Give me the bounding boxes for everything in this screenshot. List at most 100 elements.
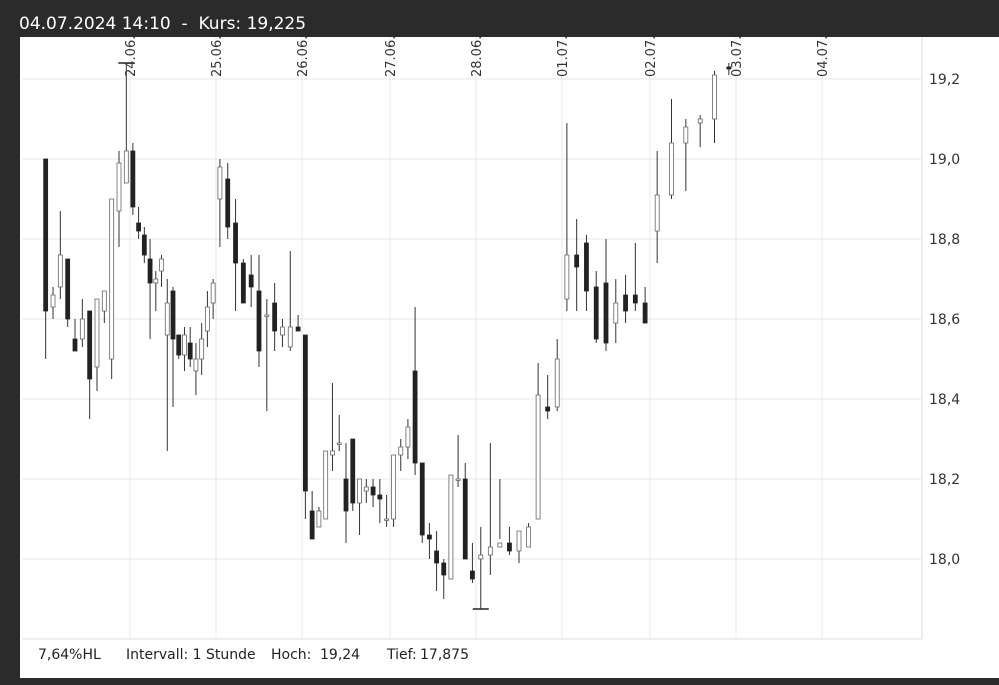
candle-body-down (545, 406, 551, 412)
candle-body-down (187, 342, 193, 360)
candle-body-up (516, 530, 522, 552)
candle-body-up (363, 486, 369, 492)
candle (726, 63, 732, 75)
candle-body-up (204, 306, 210, 332)
candle (43, 158, 49, 359)
candle-body-up (613, 302, 619, 324)
candle-body-down (233, 222, 238, 264)
candle (79, 299, 85, 347)
low-label: Tief: (387, 647, 417, 663)
candle (564, 123, 570, 311)
candle (535, 363, 541, 520)
high-value: 19,24 (320, 647, 361, 663)
candle (377, 479, 383, 523)
x-tick-label: 03.07. (730, 37, 745, 77)
candle (295, 315, 301, 332)
candle (384, 495, 390, 527)
candle (462, 463, 468, 560)
candle (170, 287, 176, 407)
range-percent: 7,64%HL (38, 647, 101, 663)
x-tick-label: 25.06. (210, 37, 225, 77)
interval-label: Intervall: 1 Stunde (126, 647, 256, 663)
candle (233, 199, 238, 311)
candle-body-down (470, 570, 475, 580)
candle-body-down (593, 286, 599, 340)
candle (210, 279, 216, 319)
chart-header: 04.07.2024 14:10 - Kurs: 19,225 (0, 0, 999, 37)
candle-body-up (109, 198, 115, 360)
candle-body-down (72, 338, 78, 352)
x-tick-label: 01.07. (556, 37, 571, 77)
candle (507, 527, 512, 555)
candle-body-up (123, 150, 129, 184)
candle-body-up (199, 338, 205, 360)
candlestick-chart[interactable]: 18,0 18,2 18,4 18,6 18,8 19,0 19,2 24.06. 25.06.… (20, 37, 999, 678)
header-quote: 04.07.2024 14:10 - Kurs: 19,225 (19, 14, 306, 34)
candle (470, 543, 475, 583)
candle (287, 251, 293, 351)
candle (448, 474, 454, 580)
candle-body-up (280, 326, 285, 336)
candle (336, 415, 342, 451)
candle-body-up (330, 450, 335, 456)
candle-body-down (343, 478, 349, 512)
candle (434, 531, 439, 591)
candle-body-up (164, 302, 170, 336)
candle-body-up (391, 454, 396, 520)
candle (164, 279, 170, 451)
candle-body-down (427, 534, 432, 540)
candle (101, 290, 107, 323)
candle-body-up (57, 254, 63, 288)
candle-body-up (455, 478, 461, 481)
candle (256, 255, 262, 367)
candle (419, 462, 425, 543)
candle-body-down (642, 302, 648, 324)
candle-body-up (193, 358, 199, 372)
candle-body-down (434, 550, 439, 564)
x-tick-label: 04.07. (816, 37, 831, 77)
candle-body-up (487, 546, 493, 556)
candles (43, 62, 732, 610)
candle (176, 334, 182, 359)
candle-body-up (336, 442, 342, 445)
candle (182, 327, 187, 371)
candle (123, 63, 129, 184)
candle (516, 530, 522, 563)
x-tick-label: 28.06. (470, 37, 485, 77)
candle (147, 239, 153, 339)
candle (350, 438, 356, 511)
candle-body-up (323, 450, 329, 520)
candle (280, 319, 285, 347)
header-datetime: 04.07.2024 14:10 (19, 14, 171, 34)
candle-body-up (50, 294, 56, 308)
candle (141, 227, 147, 263)
candle-body-up (316, 510, 322, 528)
y-tick-label: 19,2 (929, 72, 960, 88)
candle (487, 443, 493, 575)
candle-body-down (240, 262, 246, 304)
candle (545, 375, 551, 419)
candle-body-down (295, 326, 301, 332)
candle-body-down (603, 282, 609, 344)
y-tick-label: 18,6 (929, 312, 960, 328)
candle (526, 523, 531, 548)
candle (240, 259, 246, 304)
candle-body-up (669, 142, 674, 196)
candle-body-up (101, 290, 107, 312)
candle (248, 255, 254, 307)
high-label: Hoch: (271, 647, 312, 663)
candle-body-up (210, 282, 216, 304)
candle (574, 219, 580, 311)
chart-panel: 18,0 18,2 18,4 18,6 18,8 19,0 19,2 24.06. 25.06.… (20, 37, 999, 678)
x-tick-label: 26.06. (296, 37, 311, 77)
candle-body-down (377, 494, 383, 500)
candle (370, 479, 376, 507)
candle-body-down (87, 310, 93, 380)
candle (193, 343, 199, 395)
candle (427, 523, 432, 559)
candle-body-up (182, 334, 187, 356)
candle (669, 99, 674, 199)
candle (187, 327, 193, 367)
candle-body-up (398, 446, 404, 456)
candle (478, 527, 484, 609)
